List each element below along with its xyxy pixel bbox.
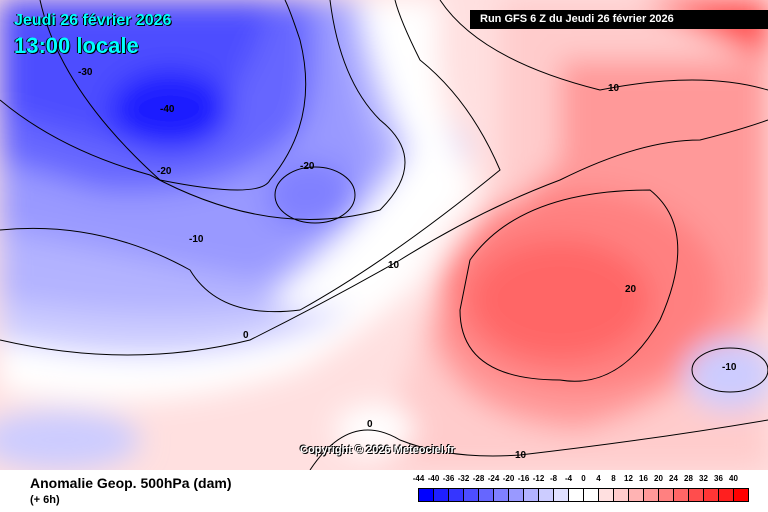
legend-swatch xyxy=(509,489,524,501)
legend-tick: -36 xyxy=(442,474,455,483)
legend-tick: -28 xyxy=(472,474,485,483)
legend-swatch xyxy=(554,489,569,501)
legend-tick: 20 xyxy=(654,474,663,483)
legend-tick: 16 xyxy=(639,474,648,483)
color-legend: -44 -40 -36 -32 -28 -24 -20 -16 -12 -8 -4 0 4 8 12 16 20… xyxy=(413,474,749,502)
legend-swatch xyxy=(419,489,434,501)
contour-label: -10 xyxy=(722,362,737,373)
legend-swatch xyxy=(494,489,509,501)
contour-label: 10 xyxy=(608,83,620,94)
legend-tick: 40 xyxy=(729,474,738,483)
legend-swatch xyxy=(614,489,629,501)
legend-tick: -20 xyxy=(502,474,515,483)
forecast-date: Jeudi 26 février 2026 xyxy=(14,12,172,29)
contour-label: -20 xyxy=(157,166,172,177)
legend-tick: -40 xyxy=(427,474,440,483)
legend-swatch xyxy=(644,489,659,501)
contour-label: -20 xyxy=(300,161,315,172)
legend-swatch xyxy=(584,489,599,501)
legend-tick: 8 xyxy=(611,474,616,483)
legend-tick: -16 xyxy=(517,474,530,483)
copyright: Copyright © 2026 Meteociel.fr xyxy=(300,444,455,456)
legend-swatch xyxy=(449,489,464,501)
legend-swatch xyxy=(734,489,748,501)
legend-swatch xyxy=(479,489,494,501)
legend-tick: -32 xyxy=(457,474,470,483)
legend-tick: -8 xyxy=(549,474,558,483)
legend-swatch xyxy=(599,489,614,501)
forecast-step: (+ 6h) xyxy=(30,494,60,506)
forecast-time: 13:00 locale xyxy=(14,33,139,58)
contour-label: 20 xyxy=(625,284,637,295)
legend-tick: -12 xyxy=(532,474,545,483)
legend-swatch xyxy=(719,489,734,501)
legend-swatch xyxy=(569,489,584,501)
contour-label: -40 xyxy=(160,104,175,115)
legend-tick: 24 xyxy=(669,474,678,483)
legend-swatch xyxy=(659,489,674,501)
legend-swatch xyxy=(464,489,479,501)
contour-label: -10 xyxy=(189,234,204,245)
legend-tick: -44 xyxy=(412,474,425,483)
legend-tick: -24 xyxy=(487,474,500,483)
legend-swatch xyxy=(704,489,719,501)
legend-swatch xyxy=(629,489,644,501)
contour-label: 0 xyxy=(367,419,373,430)
legend-tick: 28 xyxy=(684,474,693,483)
model-run-banner: Run GFS 6 Z du Jeudi 26 février 2026 xyxy=(470,10,768,29)
legend-tick: 0 xyxy=(581,474,586,483)
legend-tick: -4 xyxy=(564,474,573,483)
footer: Anomalie Geop. 500hPa (dam) (+ 6h) -44 -4… xyxy=(0,470,768,512)
contour-label: 0 xyxy=(243,330,249,341)
legend-swatch xyxy=(524,489,539,501)
contour-label: -30 xyxy=(78,67,93,78)
legend-swatch xyxy=(689,489,704,501)
legend-tick: 36 xyxy=(714,474,723,483)
legend-swatch xyxy=(539,489,554,501)
contour-label: 10 xyxy=(388,260,400,271)
legend-swatch xyxy=(434,489,449,501)
map-field xyxy=(0,0,768,470)
legend-tick: 32 xyxy=(699,474,708,483)
map-title: Anomalie Geop. 500hPa (dam) xyxy=(30,475,232,491)
legend-swatch xyxy=(674,489,689,501)
legend-tick: 4 xyxy=(596,474,601,483)
contour-label: 10 xyxy=(515,450,527,461)
anomaly-map: -30 -40 -20 -20 -10 0 10 10 20 -10 0 10 … xyxy=(0,0,768,470)
legend-tick: 12 xyxy=(624,474,633,483)
